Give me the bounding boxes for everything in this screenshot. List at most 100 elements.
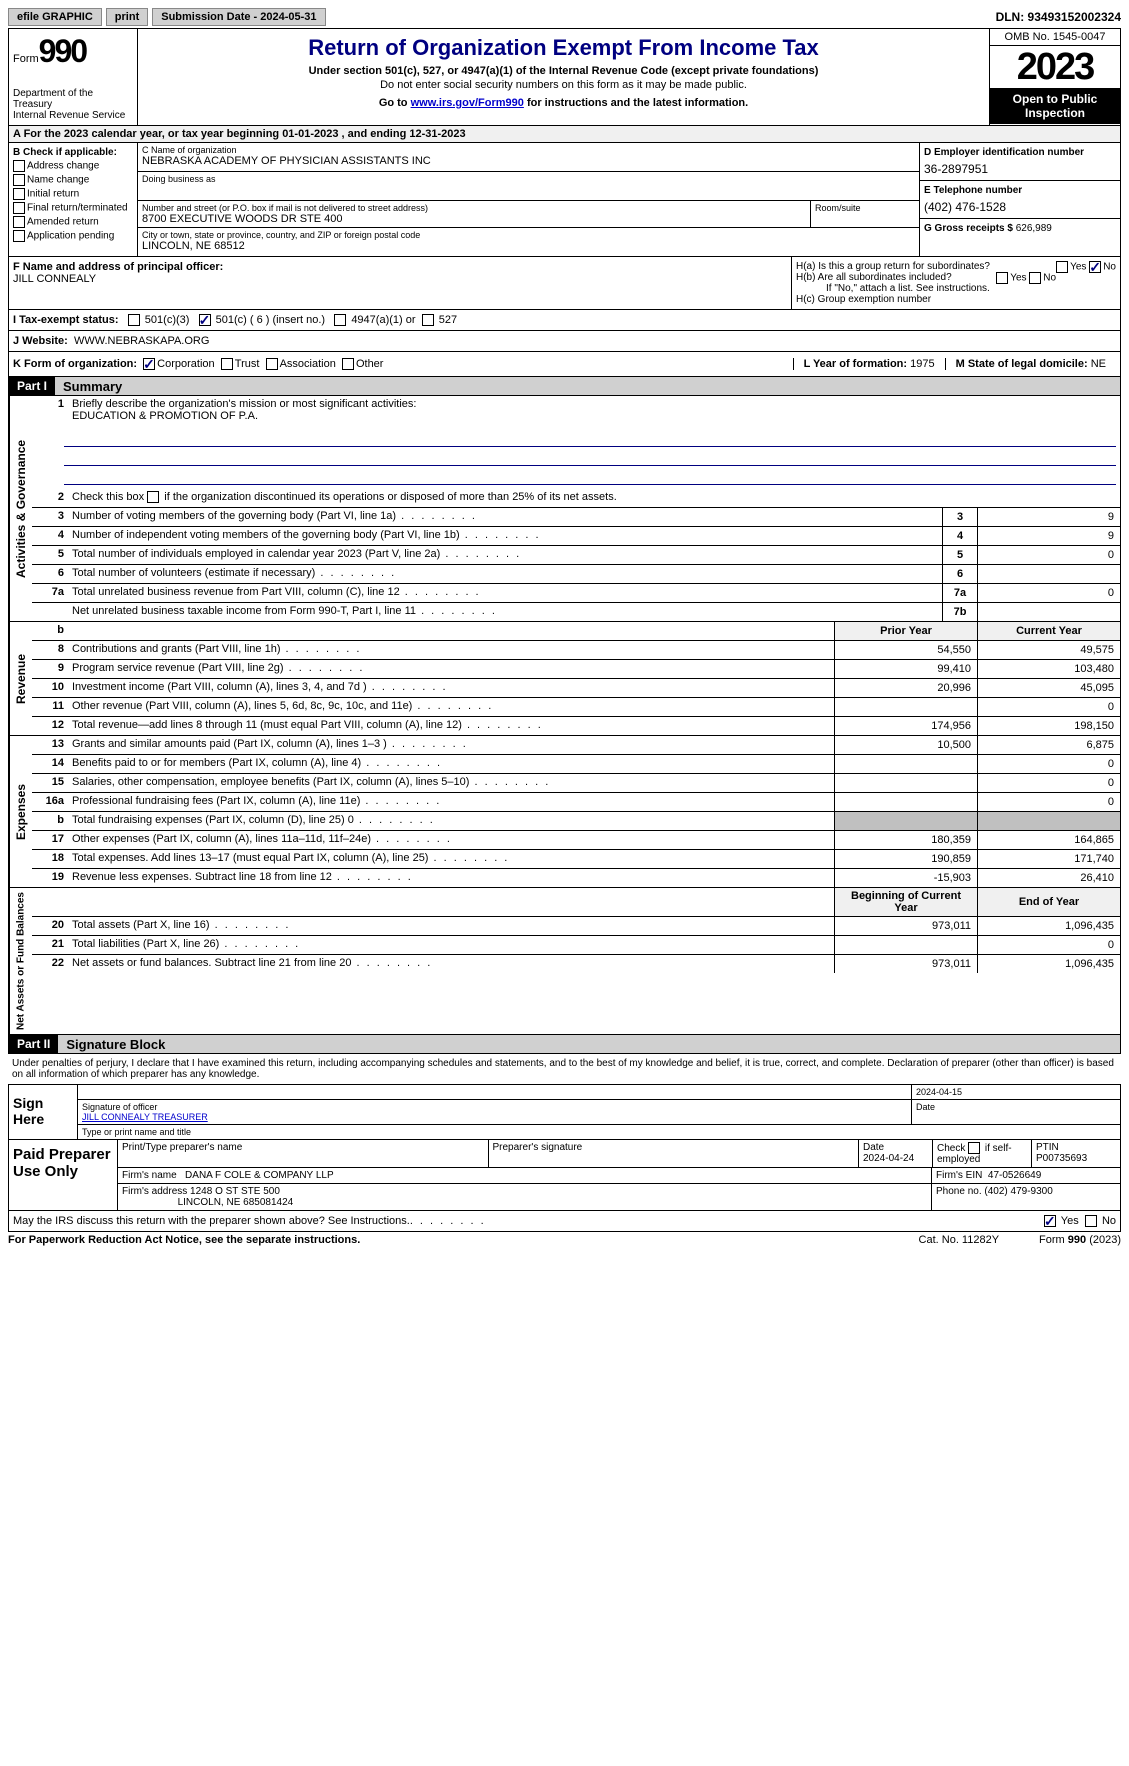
firm-phone-label: Phone no. bbox=[936, 1186, 982, 1197]
cb-4947[interactable] bbox=[334, 314, 346, 326]
discuss-no-label: No bbox=[1102, 1215, 1116, 1227]
cb-corp[interactable] bbox=[143, 358, 155, 370]
current-year-header: Current Year bbox=[977, 622, 1120, 640]
data-row: 9Program service revenue (Part VIII, lin… bbox=[32, 660, 1120, 679]
year-formation: 1975 bbox=[910, 358, 934, 370]
phone: (402) 476-1528 bbox=[924, 200, 1116, 214]
opt-corp: Corporation bbox=[157, 358, 214, 370]
cb-other[interactable] bbox=[342, 358, 354, 370]
form-title: Return of Organization Exempt From Incom… bbox=[148, 35, 979, 61]
data-row: 14Benefits paid to or for members (Part … bbox=[32, 755, 1120, 774]
firm-addr2: LINCOLN, NE 685081424 bbox=[178, 1197, 294, 1208]
cb-pending[interactable] bbox=[13, 230, 25, 242]
officer-sig: JILL CONNEALY TREASURER bbox=[82, 1112, 208, 1122]
hb-no-label: No bbox=[1043, 273, 1056, 284]
type-label: Type or print name and title bbox=[78, 1125, 1120, 1139]
data-row: 11Other revenue (Part VIII, column (A), … bbox=[32, 698, 1120, 717]
end-year-header: End of Year bbox=[977, 888, 1120, 916]
print-button[interactable]: print bbox=[106, 8, 148, 26]
form-subtitle2: Do not enter social security numbers on … bbox=[148, 79, 979, 91]
cb-final-label: Final return/terminated bbox=[27, 203, 128, 214]
gov-row: Net unrelated business taxable income fr… bbox=[32, 603, 1120, 621]
goto-post: for instructions and the latest informat… bbox=[524, 97, 748, 109]
website-label: J Website: bbox=[13, 335, 68, 347]
hb-no[interactable] bbox=[1029, 272, 1041, 284]
cb-name-label: Name change bbox=[27, 175, 89, 186]
prep-sig-label: Preparer's signature bbox=[489, 1140, 860, 1167]
ein: 36-2897951 bbox=[924, 162, 1116, 176]
domicile-label: M State of legal domicile: bbox=[956, 358, 1088, 370]
cb-name[interactable] bbox=[13, 174, 25, 186]
street-label: Number and street (or P.O. box if mail i… bbox=[142, 203, 806, 213]
opt-trust: Trust bbox=[235, 358, 260, 370]
data-row: 20Total assets (Part X, line 16)973,0111… bbox=[32, 917, 1120, 936]
part1-header: Part I Summary bbox=[8, 377, 1121, 396]
irs-label: Internal Revenue Service bbox=[13, 110, 133, 121]
gross-label: G Gross receipts $ bbox=[924, 223, 1013, 234]
gov-row: 3Number of voting members of the governi… bbox=[32, 508, 1120, 527]
cb-527[interactable] bbox=[422, 314, 434, 326]
officer-label: F Name and address of principal officer: bbox=[13, 261, 787, 273]
submission-date: Submission Date - 2024-05-31 bbox=[152, 8, 325, 26]
form-number: 990 bbox=[39, 33, 86, 69]
data-row: bTotal fundraising expenses (Part IX, co… bbox=[32, 812, 1120, 831]
opt-501c: 501(c) ( 6 ) (insert no.) bbox=[216, 314, 325, 326]
gov-row: 5Total number of individuals employed in… bbox=[32, 546, 1120, 565]
cb-trust[interactable] bbox=[221, 358, 233, 370]
form-label: Form bbox=[13, 53, 39, 65]
ptin-label: PTIN bbox=[1036, 1142, 1059, 1153]
hb-label: H(b) Are all subordinates included? bbox=[796, 272, 952, 283]
hb-note: If "No," attach a list. See instructions… bbox=[796, 283, 1116, 294]
vtab-netassets: Net Assets or Fund Balances bbox=[9, 888, 32, 1034]
line2: Check this box if the organization disco… bbox=[68, 489, 1120, 507]
ha-label: H(a) Is this a group return for subordin… bbox=[796, 261, 990, 272]
opt-assoc: Association bbox=[280, 358, 336, 370]
firm-ein-label: Firm's EIN bbox=[936, 1170, 982, 1181]
hb-yes[interactable] bbox=[996, 272, 1008, 284]
cb-initial[interactable] bbox=[13, 188, 25, 200]
sig-label: Signature of officer bbox=[82, 1102, 157, 1112]
row-j: J Website: WWW.NEBRASKAPA.ORG bbox=[8, 331, 1121, 352]
netassets-section: Net Assets or Fund Balances Beginning of… bbox=[8, 888, 1121, 1035]
cb-501c[interactable] bbox=[199, 314, 211, 326]
mission-label: Briefly describe the organization's miss… bbox=[72, 398, 416, 410]
prep-date: 2024-04-24 bbox=[863, 1153, 914, 1164]
discuss-yes[interactable] bbox=[1044, 1215, 1056, 1227]
header-center: Return of Organization Exempt From Incom… bbox=[138, 29, 990, 125]
prior-year-header: Prior Year bbox=[834, 622, 977, 640]
prep-date-label: Date bbox=[863, 1142, 884, 1153]
cb-assoc[interactable] bbox=[266, 358, 278, 370]
revenue-section: Revenue b Prior Year Current Year 8Contr… bbox=[8, 622, 1121, 736]
form-org-label: K Form of organization: bbox=[13, 358, 137, 370]
firm-addr-label: Firm's address bbox=[122, 1186, 187, 1197]
box-b: B Check if applicable: Address change Na… bbox=[9, 143, 138, 256]
row-k: K Form of organization: Corporation Trus… bbox=[8, 352, 1121, 377]
data-row: 12Total revenue—add lines 8 through 11 (… bbox=[32, 717, 1120, 735]
ha-yes[interactable] bbox=[1056, 261, 1068, 273]
cb-amended[interactable] bbox=[13, 216, 25, 228]
gov-row: 4Number of independent voting members of… bbox=[32, 527, 1120, 546]
sign-here-label: Sign Here bbox=[9, 1085, 78, 1139]
data-row: 22Net assets or fund balances. Subtract … bbox=[32, 955, 1120, 973]
city-label: City or town, state or province, country… bbox=[142, 230, 915, 240]
cb-501c3[interactable] bbox=[128, 314, 140, 326]
sign-date: 2024-04-15 bbox=[916, 1087, 962, 1097]
prep-name-label: Print/Type preparer's name bbox=[118, 1140, 489, 1167]
cb-amended-label: Amended return bbox=[27, 217, 99, 228]
cb-discontinued[interactable] bbox=[147, 491, 159, 503]
ha-no[interactable] bbox=[1089, 261, 1101, 273]
preparer-label: Paid Preparer Use Only bbox=[9, 1140, 118, 1210]
row-fh: F Name and address of principal officer:… bbox=[8, 257, 1121, 310]
org-name: NEBRASKA ACADEMY OF PHYSICIAN ASSISTANTS… bbox=[142, 155, 915, 167]
cb-self-employed[interactable] bbox=[968, 1142, 980, 1154]
vtab-revenue: Revenue bbox=[9, 622, 32, 735]
irs-link[interactable]: www.irs.gov/Form990 bbox=[411, 97, 524, 109]
cb-final[interactable] bbox=[13, 202, 25, 214]
part2-label: Part II bbox=[9, 1035, 58, 1053]
omb-number: OMB No. 1545-0047 bbox=[990, 29, 1120, 46]
hb-yes-label: Yes bbox=[1010, 273, 1026, 284]
inspection-label: Open to Public Inspection bbox=[990, 88, 1120, 124]
cb-address[interactable] bbox=[13, 160, 25, 172]
form-header: Form990 Department of the Treasury Inter… bbox=[8, 28, 1121, 126]
discuss-no[interactable] bbox=[1085, 1215, 1097, 1227]
